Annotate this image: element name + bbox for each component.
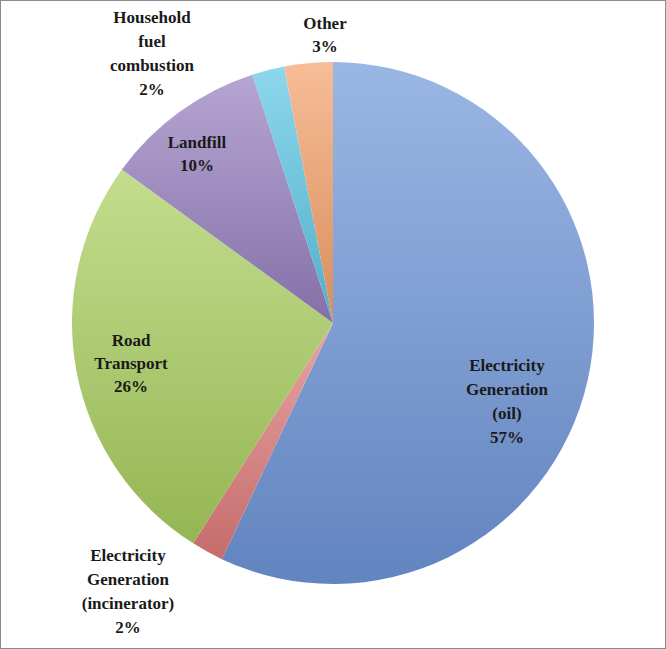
pie-chart: ElectricityGeneration(oil) 57% Electricity… xyxy=(0,0,666,649)
pie-slice xyxy=(284,62,333,323)
slice-category-label: Other xyxy=(303,14,347,33)
slice-category-label: ElectricityGeneration(oil) xyxy=(466,356,549,423)
slice-category-label: Landfill xyxy=(168,133,227,152)
slices xyxy=(72,62,594,584)
slice-value-label: 57% xyxy=(490,428,524,447)
chart-container: ElectricityGeneration(oil) 57% Electricity… xyxy=(0,0,666,649)
slice-category-label: RoadTransport xyxy=(94,331,168,373)
slice-value-label: 3% xyxy=(312,37,338,56)
data-labels: ElectricityGeneration(oil) 57% Electricity… xyxy=(82,8,549,637)
slice-value-label: 2% xyxy=(139,80,165,99)
slice-value-label: 26% xyxy=(114,377,148,396)
chart-border xyxy=(1,1,666,649)
slice-value-label: 2% xyxy=(115,618,141,637)
slice-category-label: ElectricityGeneration(incinerator) xyxy=(82,546,175,613)
slice-value-label: 10% xyxy=(180,156,214,175)
slice-category-label: Householdfuelcombustion xyxy=(110,8,195,75)
